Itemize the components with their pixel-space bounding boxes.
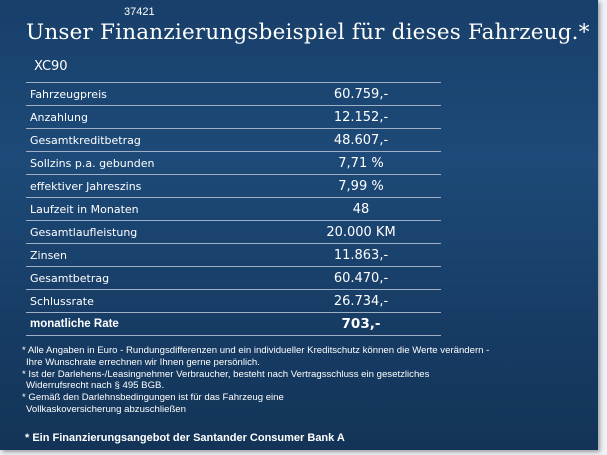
table-row: Laufzeit in Monaten 48 xyxy=(26,197,441,221)
table-row-monthly-rate: monatliche Rate 703,- xyxy=(26,312,441,336)
vehicle-model: XC90 xyxy=(34,59,68,74)
table-row: Gesamtkreditbetrag 48.607,- xyxy=(26,128,441,152)
financing-table: Fahrzeugpreis 60.759,- Anzahlung 12.152,… xyxy=(26,82,441,336)
footnote-line: * Ist der Darlehens-/Leasingnehmer Verbr… xyxy=(22,368,430,380)
row-value: 7,71 % xyxy=(281,151,441,175)
table-row: Zinsen 11.863,- xyxy=(26,243,441,267)
table-row: Gesamtlaufleistung 20.000 KM xyxy=(26,220,441,244)
footnote-line: Vollkaskoversicherung abzuschließen xyxy=(26,403,186,415)
row-value: 7,99 % xyxy=(281,174,441,198)
table-row: Schlussrate 26.734,- xyxy=(26,289,441,313)
footnote-line: Ihre Wunschrate errechnen wir Ihnen gern… xyxy=(26,356,260,368)
row-value: 48 xyxy=(281,197,441,221)
table-row: Fahrzeugpreis 60.759,- xyxy=(26,82,441,106)
row-label: effektiver Jahreszins xyxy=(26,174,281,198)
footnote-line: * Gemäß den Darlehnsbedingungen ist für … xyxy=(22,392,284,404)
table-row: effektiver Jahreszins 7,99 % xyxy=(26,174,441,198)
row-label: Gesamtkreditbetrag xyxy=(26,128,281,152)
row-value: 20.000 KM xyxy=(281,220,441,244)
row-label: Laufzeit in Monaten xyxy=(26,197,281,221)
row-value: 60.470,- xyxy=(281,266,441,290)
row-label: Sollzins p.a. gebunden xyxy=(26,151,281,175)
row-value: 60.759,- xyxy=(281,82,441,106)
row-label: monatliche Rate xyxy=(26,312,281,336)
row-value: 26.734,- xyxy=(281,289,441,313)
row-label: Fahrzeugpreis xyxy=(26,82,281,106)
financing-provider-note: * Ein Finanzierungsangebot der Santander… xyxy=(25,432,345,444)
financing-panel: 37421 Unser Finanzierungsbeispiel für di… xyxy=(0,0,598,450)
table-row: Sollzins p.a. gebunden 7,71 % xyxy=(26,151,441,175)
page-title: Unser Finanzierungsbeispiel für dieses F… xyxy=(26,20,590,45)
row-value: 11.863,- xyxy=(281,243,441,267)
row-label: Zinsen xyxy=(26,243,281,267)
row-label: Gesamtlaufleistung xyxy=(26,220,281,244)
row-value: 12.152,- xyxy=(281,105,441,129)
footnote-line: Widerrufsrecht nach § 495 BGB. xyxy=(26,380,165,392)
footnotes: * Alle Angaben in Euro - Rundungsdiffere… xyxy=(22,345,562,416)
row-label: Gesamtbetrag xyxy=(26,266,281,290)
table-row: Anzahlung 12.152,- xyxy=(26,105,441,129)
row-label: Anzahlung xyxy=(26,105,281,129)
reference-number: 37421 xyxy=(124,6,155,18)
table-row: Gesamtbetrag 60.470,- xyxy=(26,266,441,290)
footnote-line: * Alle Angaben in Euro - Rundungsdiffere… xyxy=(22,345,490,356)
row-value: 48.607,- xyxy=(281,128,441,152)
row-value: 703,- xyxy=(281,312,441,336)
row-label: Schlussrate xyxy=(26,289,281,313)
